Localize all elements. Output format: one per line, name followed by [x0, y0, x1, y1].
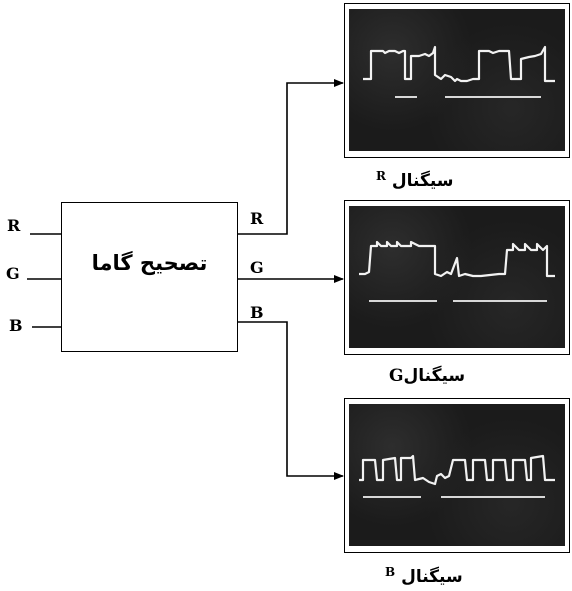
input-label-r: R: [7, 216, 21, 235]
caption-r: سیگنال R: [376, 169, 454, 191]
oscilloscope-panel-b: [344, 398, 570, 553]
input-label-g: G: [6, 264, 20, 283]
output-wire-r: [238, 79, 344, 235]
oscilloscope-screen-g: [349, 206, 565, 348]
waveform-g: [359, 240, 555, 302]
block-label: تصحیح گاما: [91, 251, 208, 275]
waveform-r: [363, 45, 555, 98]
oscilloscope-screen-b: [349, 404, 565, 546]
oscilloscope-screen-r: [349, 9, 565, 151]
caption-word-r: سیگنال: [391, 171, 454, 191]
gamma-correction-block: تصحیح گاما: [61, 202, 238, 352]
input-label-b: B: [9, 316, 23, 335]
caption-word-g: سیگنال: [403, 366, 466, 386]
caption-channel-g: G: [389, 366, 404, 386]
caption-channel-b: B: [385, 565, 396, 579]
output-label-g: G: [250, 258, 264, 277]
caption-word-b: سیگنال: [401, 567, 463, 587]
oscilloscope-panel-g: [344, 200, 570, 355]
output-wire-b: [238, 321, 344, 480]
output-label-r: R: [250, 209, 264, 228]
caption-channel-r: R: [376, 169, 386, 183]
caption-b: سیگنال B: [385, 565, 463, 587]
output-label-b: B: [250, 303, 264, 322]
caption-g: سیگنالG: [389, 366, 465, 386]
oscilloscope-panel-r: [344, 3, 570, 158]
waveform-b: [359, 454, 555, 498]
